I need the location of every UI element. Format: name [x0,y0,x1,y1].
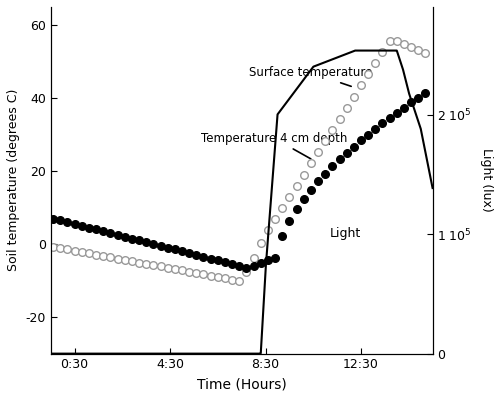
Text: Temperature 4 cm depth: Temperature 4 cm depth [201,132,348,159]
Text: Surface temperature: Surface temperature [249,66,372,86]
X-axis label: Time (Hours): Time (Hours) [197,377,286,391]
Y-axis label: Soil temperature (degrees C): Soil temperature (degrees C) [7,89,20,271]
Text: Light: Light [330,227,361,240]
Y-axis label: Light (lux): Light (lux) [480,148,493,212]
